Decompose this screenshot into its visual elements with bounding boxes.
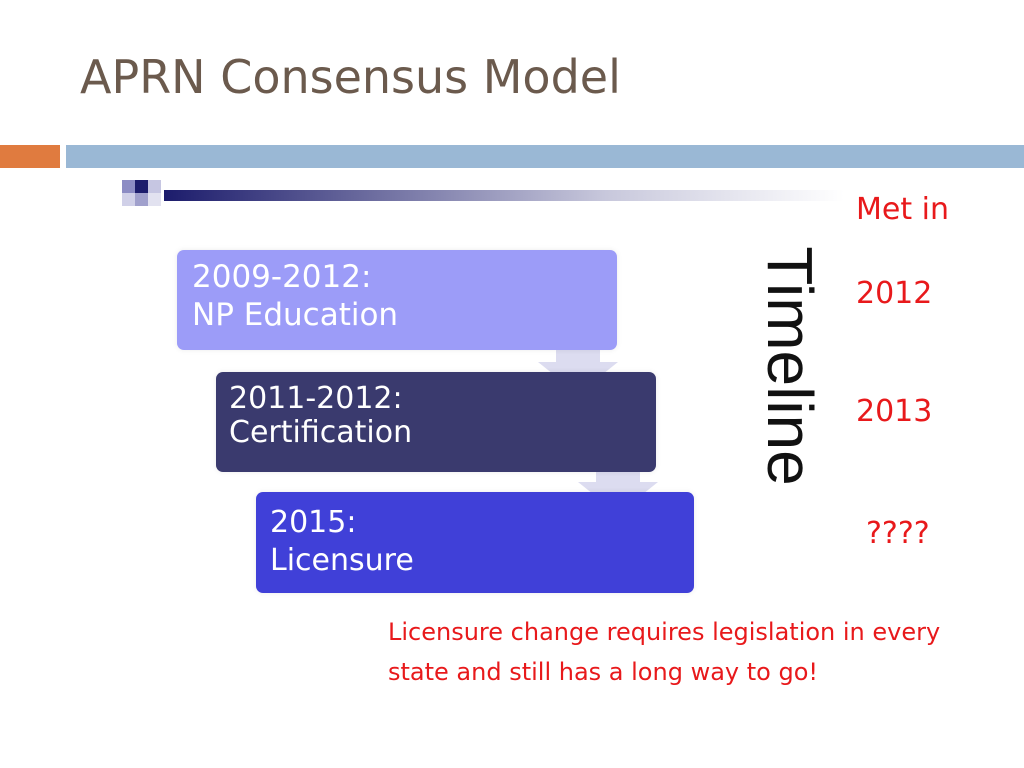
licensure-note: Licensure change requires legislation in… — [388, 612, 940, 692]
step-box-date: 2011-2012: — [229, 381, 403, 416]
title-divider-orange — [0, 145, 60, 168]
step-box-date: 2015: — [270, 505, 357, 540]
licensure-note-line: Licensure change requires legislation in… — [388, 618, 941, 646]
met-in-value-certification: 2013 — [856, 394, 933, 429]
title-divider-blue — [66, 145, 1024, 168]
slide-title: APRN Consensus Model — [80, 50, 621, 104]
met-in-value-education: 2012 — [856, 276, 933, 311]
step-box-certification: 2011-2012: Certification — [216, 372, 656, 472]
step-box-licensure: 2015: Licensure — [256, 492, 694, 593]
met-in-header: Met in — [856, 192, 949, 227]
step-box-date: 2009-2012: — [192, 259, 372, 295]
decorative-bullet-bar — [122, 180, 844, 212]
step-box-label: NP Education — [192, 297, 399, 333]
timeline-label: Timeline — [754, 246, 826, 486]
licensure-note-line: state and still has a long way to go! — [388, 658, 818, 686]
step-box-np-education: 2009-2012: NP Education — [177, 250, 617, 350]
met-in-value-licensure: ???? — [866, 516, 930, 551]
step-box-label: Certification — [229, 415, 413, 450]
step-box-label: Licensure — [270, 543, 414, 578]
